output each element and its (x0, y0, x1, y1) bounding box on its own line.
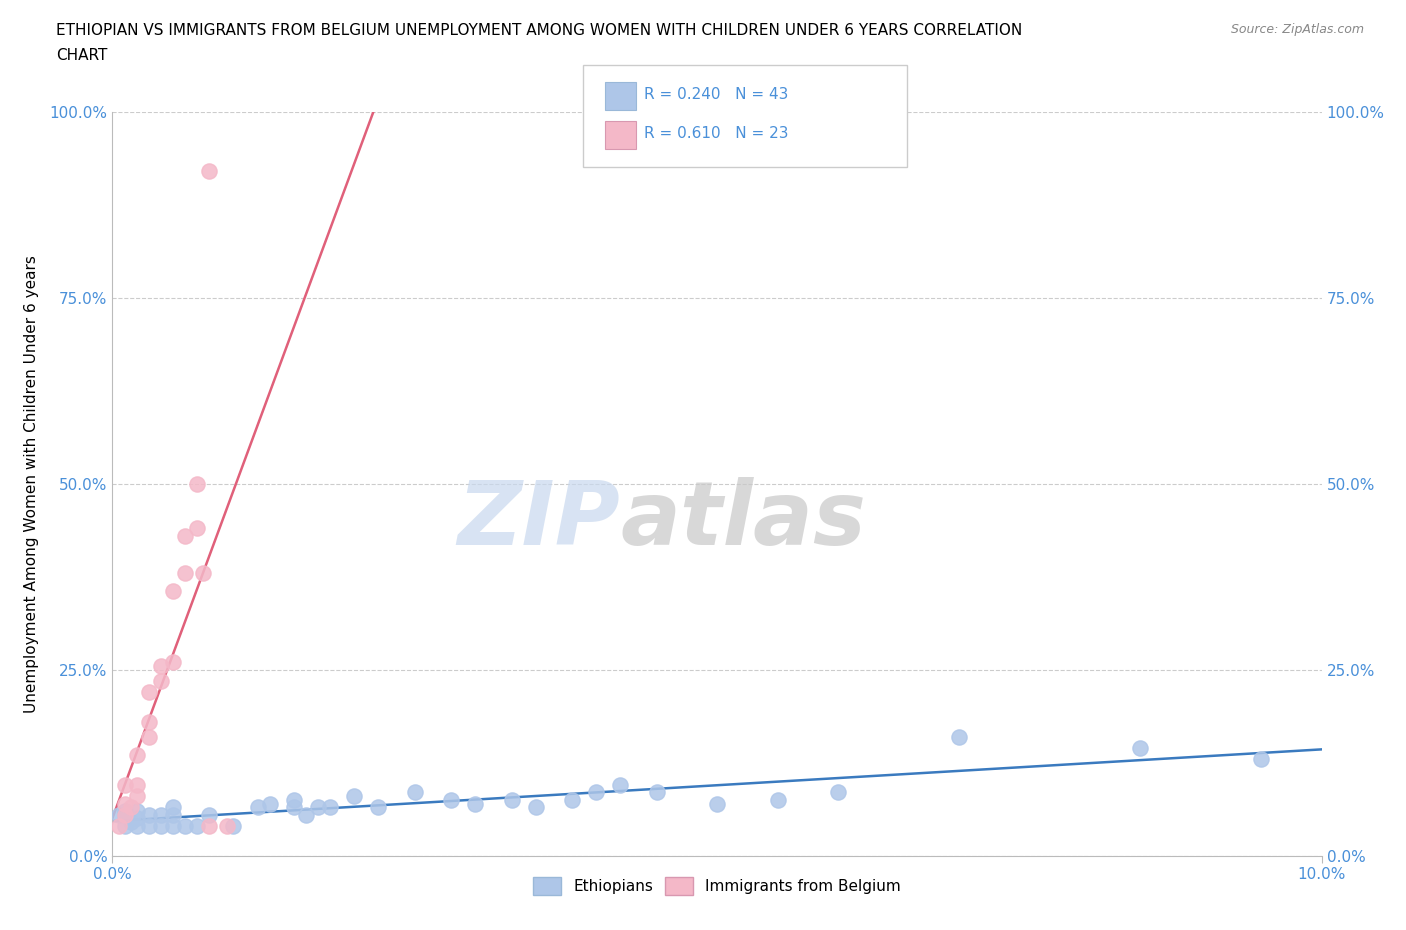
Text: R = 0.610   N = 23: R = 0.610 N = 23 (644, 126, 789, 141)
Point (174, 528, 197, 543)
Point (198, 807, 221, 822)
Point (125, 777, 148, 792)
Text: ZIP: ZIP (457, 477, 620, 565)
Text: atlas: atlas (620, 477, 866, 565)
Point (174, 818, 197, 833)
Text: ETHIOPIAN VS IMMIGRANTS FROM BELGIUM UNEMPLOYMENT AMONG WOMEN WITH CHILDREN UNDE: ETHIOPIAN VS IMMIGRANTS FROM BELGIUM UNE… (56, 23, 1022, 38)
Point (162, 800, 184, 815)
Point (585, 785, 607, 800)
Point (609, 777, 631, 792)
Y-axis label: Unemployment Among Women with Children Under 6 years: Unemployment Among Women with Children U… (24, 255, 38, 712)
Text: Source: ZipAtlas.com: Source: ZipAtlas.com (1230, 23, 1364, 36)
Point (149, 658, 172, 673)
Point (645, 785, 668, 800)
Point (138, 818, 160, 833)
Point (162, 807, 184, 822)
Point (125, 789, 148, 804)
Point (125, 804, 148, 818)
Point (222, 818, 245, 833)
Point (138, 714, 160, 729)
Point (114, 796, 136, 811)
Point (191, 565, 214, 580)
Point (114, 807, 136, 822)
Point (107, 818, 129, 833)
Point (149, 807, 172, 822)
Point (283, 800, 305, 815)
Point (1250, 751, 1272, 766)
Point (343, 789, 366, 804)
Point (319, 800, 342, 815)
Point (404, 785, 426, 800)
Point (107, 807, 129, 822)
Point (114, 807, 136, 822)
Point (125, 748, 148, 763)
Point (464, 796, 486, 811)
Point (307, 800, 329, 815)
Point (114, 804, 136, 818)
Point (440, 792, 463, 807)
Point (138, 807, 160, 822)
Point (120, 800, 142, 815)
Point (295, 807, 318, 822)
Point (948, 729, 970, 744)
Point (246, 800, 269, 815)
Point (174, 565, 197, 580)
Point (114, 777, 136, 792)
Point (1129, 740, 1152, 755)
Point (186, 476, 208, 491)
Point (198, 818, 221, 833)
Point (125, 811, 148, 826)
Point (186, 818, 208, 833)
Point (367, 800, 389, 815)
Point (198, 164, 221, 179)
Point (162, 818, 184, 833)
Point (120, 815, 142, 830)
Point (827, 785, 849, 800)
Point (138, 684, 160, 699)
Point (186, 521, 208, 536)
Point (138, 729, 160, 744)
Point (259, 796, 281, 811)
Point (162, 584, 184, 599)
Text: R = 0.240   N = 43: R = 0.240 N = 43 (644, 87, 789, 102)
Point (561, 792, 583, 807)
Point (283, 792, 305, 807)
Text: CHART: CHART (56, 48, 108, 63)
Point (766, 792, 789, 807)
Point (501, 792, 523, 807)
Point (217, 818, 239, 833)
Point (706, 796, 728, 811)
Point (162, 655, 184, 670)
Point (114, 818, 136, 833)
Legend: Ethiopians, Immigrants from Belgium: Ethiopians, Immigrants from Belgium (527, 870, 907, 901)
Point (524, 800, 547, 815)
Point (149, 818, 172, 833)
Point (149, 673, 172, 688)
Point (125, 818, 148, 833)
